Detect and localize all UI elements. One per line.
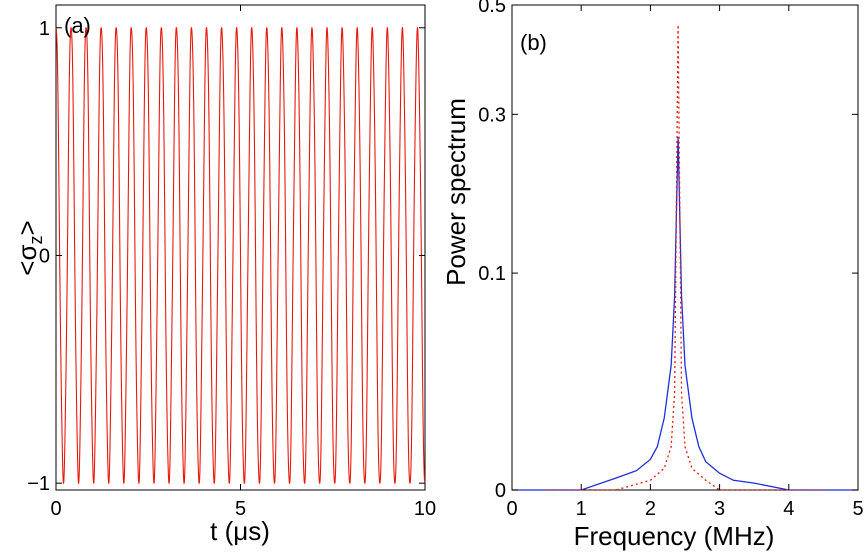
panel-a-ytick-label: 1 (39, 18, 50, 40)
panel-b-label: (b) (520, 30, 547, 55)
svg-text:<σz>: <σz> (12, 220, 46, 275)
panel-a-ytick-label: −1 (27, 473, 50, 495)
panel-b-series (512, 24, 858, 491)
panel-b-ytick-label: 0.1 (478, 263, 506, 285)
panel-a-xtick-label: 0 (50, 498, 61, 520)
panel-a-ylabel-end: > (12, 220, 42, 235)
panel-b-ytick-label: 0 (495, 480, 506, 502)
panel-b: 0 1 2 3 4 5 0 0.1 0.3 0.5 (b) Frequency (MHz) Pow… (441, 0, 864, 551)
panel-a-ylabel-main: <σ (12, 244, 42, 275)
panel-a-xtick-label: 5 (235, 498, 246, 520)
panel-b-xlabel: Frequency (MHz) (574, 521, 775, 551)
panel-b-xtick-label: 1 (576, 498, 587, 520)
panel-a: 0 5 10−101 (a) t (μs) <σz> (12, 4, 436, 546)
panel-a-ticks: 0 5 10−101 (27, 5, 436, 520)
panel-b-line-dotted (546, 24, 824, 491)
panel-b-xtick-label: 4 (783, 498, 794, 520)
panel-b-xtick-label: 0 (506, 498, 517, 520)
panel-b-xtick-label: 5 (852, 498, 863, 520)
panel-a-xlabel: t (μs) (210, 516, 270, 546)
panel-a-ylabel-sub: z (26, 235, 46, 244)
panel-b-ytick-label: 0.5 (478, 0, 506, 17)
panel-b-xtick-label: 2 (645, 498, 656, 520)
panel-a-ytick-label: 0 (39, 245, 50, 267)
panel-b-ylabel: Power spectrum (441, 98, 471, 286)
panel-b-ticks: 0 1 2 3 4 5 0 0.1 0.3 0.5 (478, 0, 863, 520)
panel-a-xtick-label: 10 (414, 498, 436, 520)
panel-a-label: (a) (64, 13, 91, 38)
panel-b-line-solid (512, 136, 858, 491)
panel-b-frame (511, 4, 859, 491)
panel-a-ylabel: <σz> (12, 220, 46, 275)
panel-a-line (55, 26, 426, 485)
panel-b-xtick-label: 3 (714, 498, 725, 520)
panel-b-ytick-label: 0.3 (478, 104, 506, 126)
panel-a-series (55, 26, 426, 485)
